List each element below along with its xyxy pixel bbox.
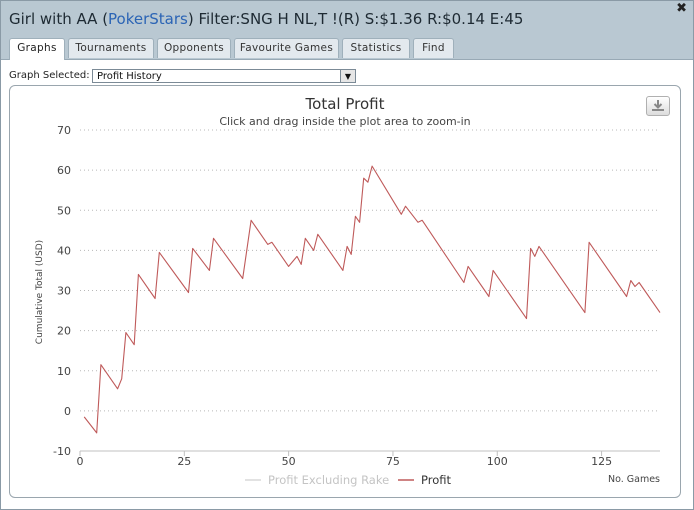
y-tick-label: 70 xyxy=(57,124,71,137)
download-icon xyxy=(652,100,664,111)
x-tick-label: 50 xyxy=(282,455,296,468)
y-tick-label: 10 xyxy=(57,365,71,378)
y-tick-label: 50 xyxy=(57,204,71,217)
legend[interactable]: Profit Excluding Rake Profit xyxy=(245,473,451,487)
site-name: PokerStars xyxy=(108,10,188,28)
chevron-down-icon[interactable]: ▼ xyxy=(340,70,355,82)
y-tick-label: 0 xyxy=(64,405,71,418)
y-tick-label: -10 xyxy=(53,445,71,458)
series-layer xyxy=(83,165,661,434)
graph-select-label: Graph Selected: xyxy=(9,70,90,81)
legend-item[interactable]: Profit Excluding Rake xyxy=(245,473,389,487)
axes: -10 0 10 20 30 40 50 60 70 0 25 50 75 100 125 xyxy=(53,124,660,468)
x-tick-label: 100 xyxy=(487,455,508,468)
tab-graphs[interactable]: Graphs xyxy=(9,38,65,60)
legend-item[interactable]: Profit xyxy=(398,473,451,487)
export-button[interactable] xyxy=(646,96,670,116)
legend-label: Profit Excluding Rake xyxy=(268,473,389,487)
chart-subtitle: Click and drag inside the plot area to z… xyxy=(219,115,470,128)
y-tick-label: 40 xyxy=(57,244,71,257)
profit-chart[interactable]: Total Profit Click and drag inside the p… xyxy=(10,86,680,497)
y-axis-label: Cumulative Total (USD) xyxy=(35,240,45,344)
x-tick-label: 75 xyxy=(386,455,400,468)
series-line-profit xyxy=(83,165,661,434)
graph-select-dropdown[interactable]: Profit History ▼ xyxy=(92,69,356,83)
x-axis-label: No. Games xyxy=(608,474,660,485)
chart-title: Total Profit xyxy=(305,95,385,113)
y-tick-label: 60 xyxy=(57,164,71,177)
y-tick-label: 20 xyxy=(57,325,71,338)
tab-tournaments[interactable]: Tournaments xyxy=(68,38,154,58)
tab-favourite-games[interactable]: Favourite Games xyxy=(234,38,339,58)
title-bar: Girl with AA (PokerStars) Filter:SNG H N… xyxy=(1,1,693,35)
legend-label: Profit xyxy=(421,473,451,487)
graph-select-value: Profit History xyxy=(97,71,162,82)
chart-panel[interactable]: Total Profit Click and drag inside the p… xyxy=(9,85,681,498)
tab-bar: Graphs Tournaments Opponents Favourite G… xyxy=(1,35,693,60)
grid-lines xyxy=(80,129,660,412)
x-tick-label: 125 xyxy=(591,455,612,468)
tab-find[interactable]: Find xyxy=(413,38,454,58)
close-icon[interactable]: ✖ xyxy=(676,1,687,16)
tab-statistics[interactable]: Statistics xyxy=(342,38,410,58)
window-title: Girl with AA (PokerStars) Filter:SNG H N… xyxy=(9,10,524,28)
x-tick-label: 25 xyxy=(177,455,191,468)
tab-opponents[interactable]: Opponents xyxy=(157,38,231,58)
y-tick-label: 30 xyxy=(57,285,71,298)
x-tick-label: 0 xyxy=(77,455,84,468)
